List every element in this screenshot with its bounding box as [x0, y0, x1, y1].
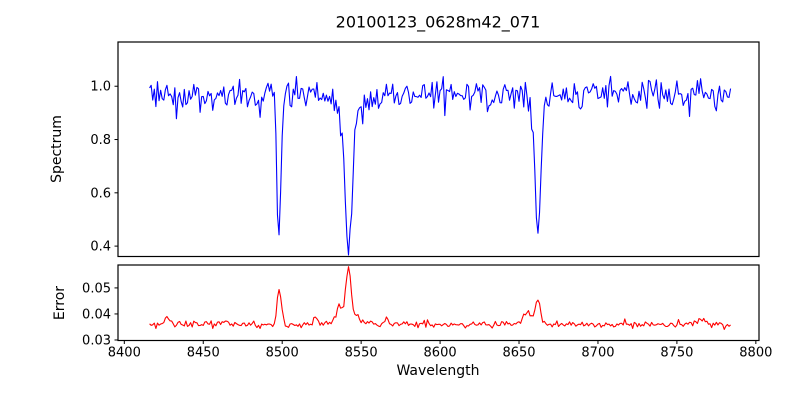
- xtick-label: 8400: [108, 346, 141, 361]
- error-line: [149, 266, 731, 330]
- spectrum-ytick-label: 0.8: [90, 133, 111, 148]
- spectrum-ytick-label: 1.0: [90, 80, 111, 95]
- spectrum-axes-box: [117, 41, 760, 258]
- xtick-label: 8750: [660, 346, 693, 361]
- spectrum-ytick-label: 0.6: [90, 186, 111, 201]
- spectrum-ytick-label: 0.4: [90, 240, 111, 255]
- xtick-label: 8600: [424, 346, 457, 361]
- xtick-label: 8450: [187, 346, 220, 361]
- error-ytick-label: 0.05: [82, 281, 111, 296]
- error-ytick-label: 0.04: [82, 307, 111, 322]
- xtick-label: 8700: [581, 346, 614, 361]
- xtick-label: 8800: [739, 346, 772, 361]
- error-ytick-label: 0.03: [82, 333, 111, 348]
- xtick-label: 8650: [502, 346, 535, 361]
- xtick-label: 8550: [345, 346, 378, 361]
- spectrum-line: [149, 75, 732, 256]
- x-axis-label: Wavelength: [396, 363, 480, 379]
- xtick-label: 8500: [266, 346, 299, 361]
- chart-title: 20100123_0628m42_071: [335, 12, 541, 32]
- error-axes-box: [117, 264, 760, 342]
